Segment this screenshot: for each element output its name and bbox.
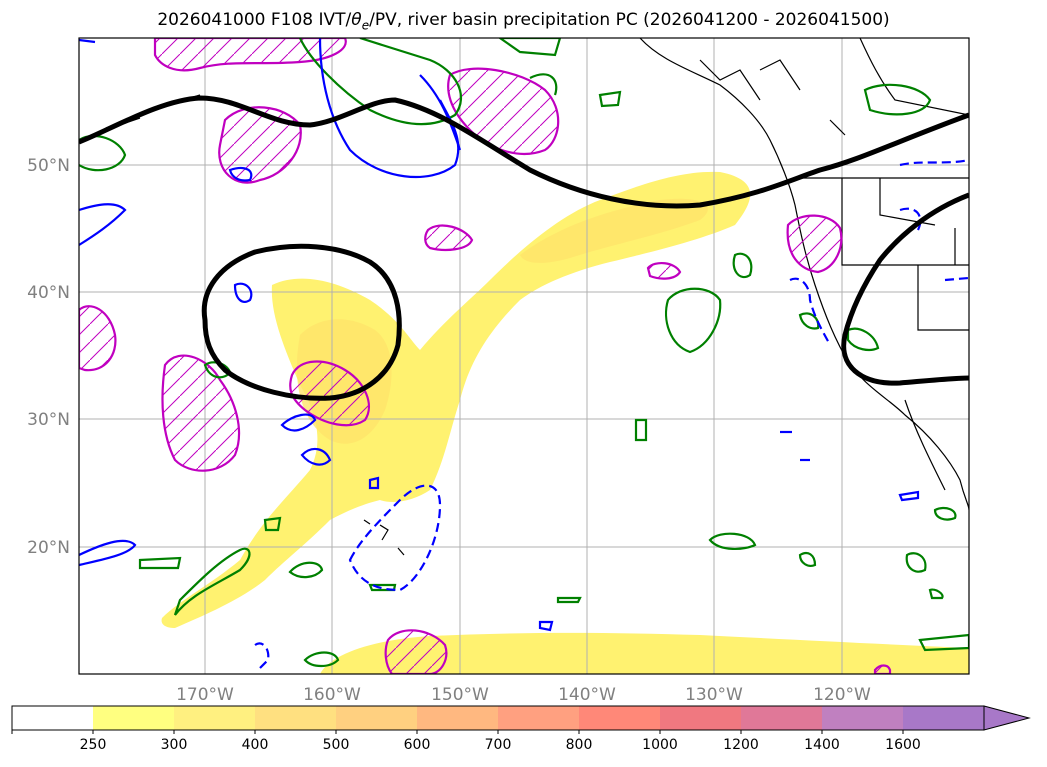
colorbar-swatch: [660, 706, 741, 730]
pv-hatched-regions: [79, 38, 892, 674]
pv-ridge-contour: [841, 192, 969, 386]
colorbar-swatch: [579, 706, 660, 730]
colorbar-swatch: [417, 706, 498, 730]
pv-region: [424, 224, 474, 251]
lat-label: 40°N: [27, 283, 70, 303]
pv-region: [218, 106, 302, 184]
lon-label: 160°W: [303, 685, 361, 705]
lat-axis-labels: 50°N 40°N 30°N 20°N: [27, 156, 70, 558]
lat-label: 50°N: [27, 156, 70, 176]
lon-label: 130°W: [685, 685, 743, 705]
colorbar-tick-label: 300: [161, 737, 188, 753]
colorbar-swatch: [12, 706, 93, 730]
colorbar-swatch: [741, 706, 822, 730]
colorbar-swatch: [822, 706, 903, 730]
map-title: 2026041000 F108 IVT/θe/PV, river basin p…: [0, 10, 1047, 32]
pv-region: [447, 67, 560, 155]
lon-axis-labels: 170°W 160°W 150°W 140°W 130°W 120°W: [176, 685, 871, 705]
colorbar-tick-label: 800: [566, 737, 593, 753]
pv-region: [153, 38, 347, 72]
title-theta: θ: [351, 10, 362, 30]
pv-contours: [79, 95, 969, 401]
colorbar-swatch: [903, 706, 984, 730]
pv-region: [384, 629, 448, 674]
colorbar-tick-label: 400: [242, 737, 269, 753]
title-theta-sub: e: [361, 18, 370, 33]
ivt-plume-inner-2: [520, 198, 708, 263]
pv-region: [289, 360, 370, 427]
lon-label: 150°W: [431, 685, 489, 705]
title-fields-suffix: /PV, river basin precipitation PC (20260…: [369, 10, 890, 30]
colorbar-swatch: [93, 706, 174, 730]
title-fields-prefix: IVT/: [318, 10, 352, 30]
colorbar-tick-label: 600: [404, 737, 431, 753]
lat-label: 30°N: [27, 410, 70, 430]
pv-cutoff-low: [201, 243, 402, 401]
theta-e-dashed-contours: [254, 158, 969, 669]
theta-e-contours: [79, 38, 920, 632]
lon-label: 140°W: [558, 685, 616, 705]
colorbar-tick-label: 500: [323, 737, 350, 753]
colorbar-swatch: [498, 706, 579, 730]
lon-label: 170°W: [176, 685, 234, 705]
colorbar-tick-label: 1200: [723, 737, 759, 753]
colorbar-tick-label: 1400: [804, 737, 840, 753]
colorbar-tick-label: 1600: [885, 737, 921, 753]
colorbar-tick-label: 250: [80, 737, 107, 753]
ivt-plume-main: [161, 171, 751, 628]
colorbar-swatch: [255, 706, 336, 730]
title-run: 2026041000 F108: [157, 10, 314, 30]
colorbar-extend-arrow: [983, 705, 1031, 731]
pv-region: [161, 354, 241, 472]
colorbar-tick-label: 1000: [642, 737, 678, 753]
pv-region: [79, 305, 117, 372]
ivt-southern-band: [320, 632, 969, 674]
pv-jet-contour: [79, 95, 969, 209]
colorbar-swatch: [174, 706, 255, 730]
pv-region: [786, 214, 843, 274]
colorbar-swatch: [336, 706, 417, 730]
lat-label: 20°N: [27, 538, 70, 558]
colorbar-tick-label: 700: [485, 737, 512, 753]
map-frame: [78, 37, 970, 675]
pv-region: [873, 664, 892, 674]
colorbar: 250 300 400 500 600 700 800 1000 1200 1400 1600: [11, 705, 1031, 753]
pv-region: [646, 262, 682, 280]
lon-label: 120°W: [813, 685, 871, 705]
